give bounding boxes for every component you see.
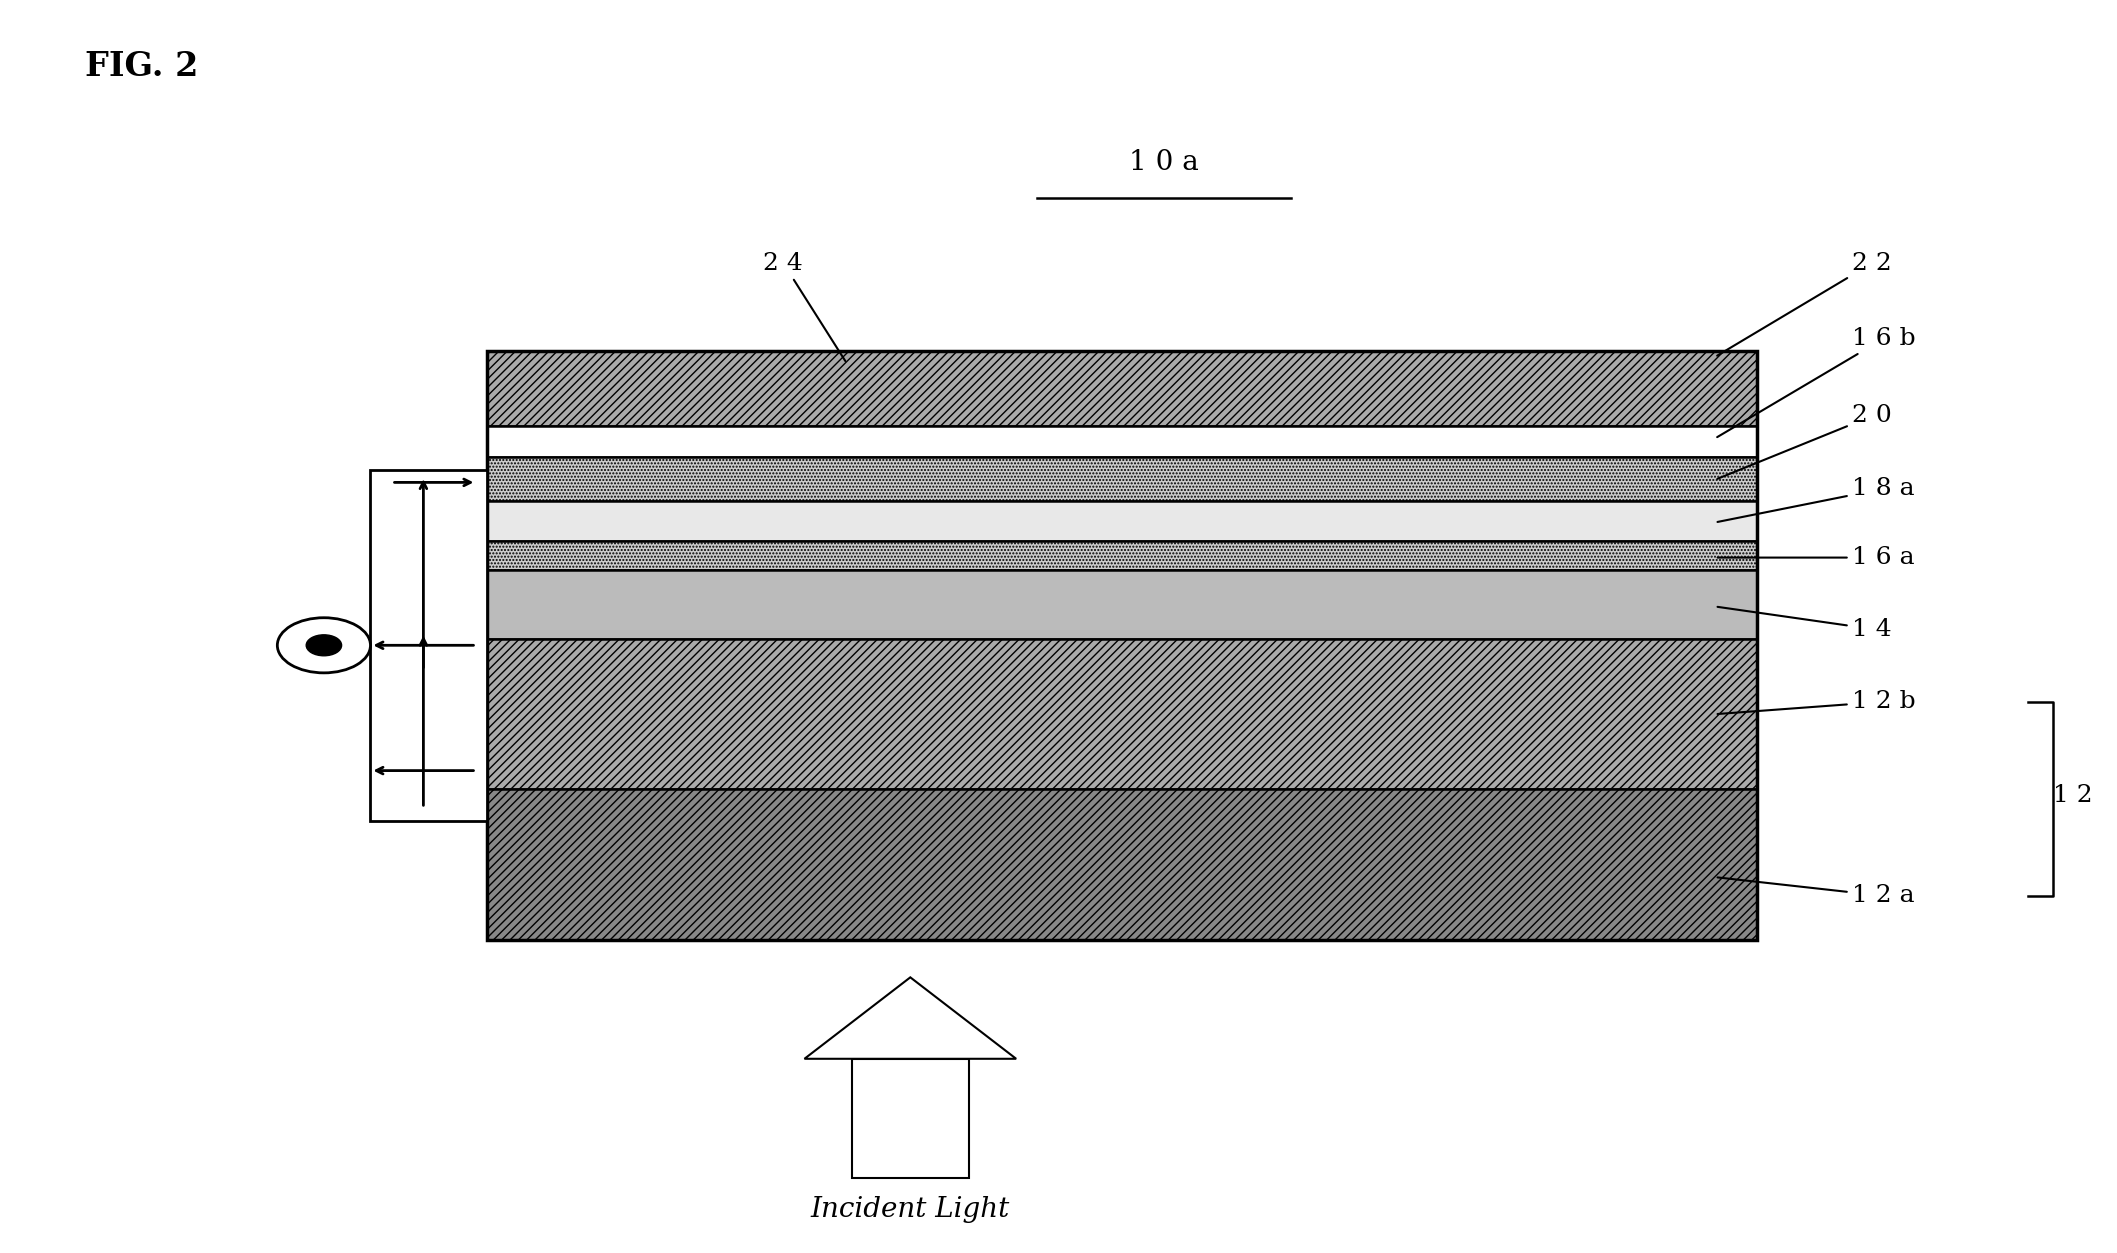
Text: 1 2 b: 1 2 b — [1717, 690, 1916, 714]
Text: 2 0: 2 0 — [1717, 405, 1893, 479]
Text: 1 2: 1 2 — [2053, 784, 2094, 807]
Bar — [487, 426, 1757, 457]
Polygon shape — [804, 977, 1016, 1059]
Bar — [851, 1059, 967, 1178]
Bar — [487, 639, 1757, 789]
Text: 2 4: 2 4 — [764, 252, 845, 361]
Circle shape — [307, 635, 341, 655]
Bar — [487, 541, 1757, 570]
Text: 1 4: 1 4 — [1717, 606, 1893, 640]
Text: FIG. 2: FIG. 2 — [85, 50, 199, 83]
Text: Incident Light: Incident Light — [811, 1195, 1010, 1223]
Text: 1 6 b: 1 6 b — [1717, 327, 1916, 437]
Bar — [487, 570, 1757, 639]
Bar — [487, 351, 1757, 940]
Text: 1 2 a: 1 2 a — [1717, 877, 1916, 907]
Bar — [487, 789, 1757, 940]
Text: 1 0 a: 1 0 a — [1130, 149, 1198, 177]
Text: 1 8 a: 1 8 a — [1717, 477, 1916, 523]
Text: 2 2: 2 2 — [1717, 252, 1893, 356]
Bar — [487, 457, 1757, 501]
Bar — [487, 351, 1757, 426]
Circle shape — [277, 618, 370, 673]
Bar — [370, 470, 487, 821]
Text: 1 6 a: 1 6 a — [1717, 546, 1916, 569]
Bar — [487, 501, 1757, 541]
